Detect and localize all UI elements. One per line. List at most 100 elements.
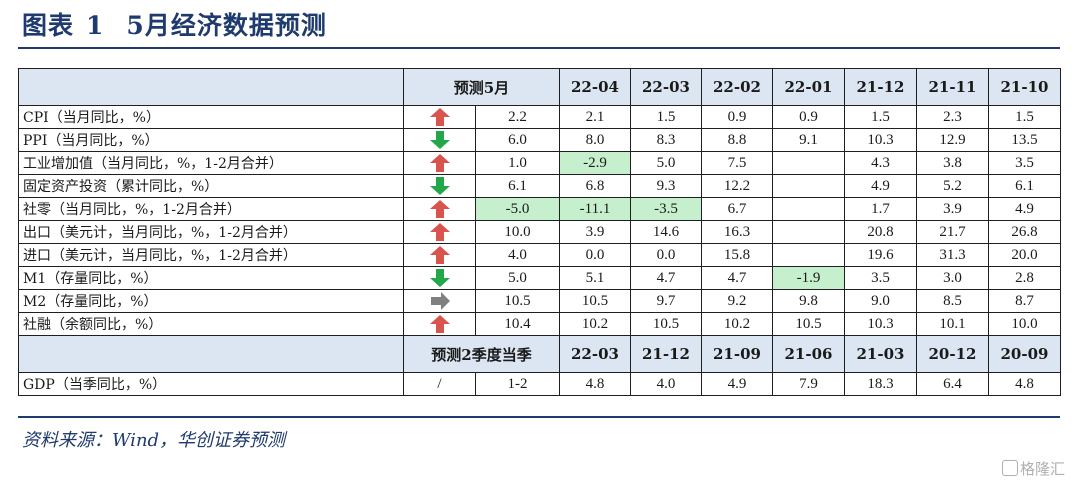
value-cell: 10.3 xyxy=(844,312,917,336)
forecast-table: 预测5月 22-04 22-03 22-02 22-01 21-12 21-11 21-10 C… xyxy=(18,68,1061,396)
arrow-up-icon xyxy=(429,154,450,172)
value-cell: 10.2 xyxy=(559,312,631,336)
arrow-up-icon xyxy=(429,246,450,264)
header-cell: 22-02 xyxy=(701,68,773,106)
arrow-cell xyxy=(403,312,476,336)
value-cell: 10.1 xyxy=(916,312,989,336)
value-cell: 12.9 xyxy=(916,128,989,152)
value-cell: 1.5 xyxy=(988,105,1061,129)
value-cell: 16.3 xyxy=(701,220,773,244)
value-cell: 9.3 xyxy=(630,174,702,198)
header-cell: 20-12 xyxy=(916,335,989,373)
arrow-cell: / xyxy=(403,372,476,396)
forecast-cell: 10.0 xyxy=(475,220,560,244)
value-cell: 4.7 xyxy=(630,266,702,290)
value-cell: 2.3 xyxy=(916,105,989,129)
value-cell: 5.0 xyxy=(630,151,702,175)
arrow-cell xyxy=(403,243,476,267)
table-header-row: 预测5月 22-04 22-03 22-02 22-01 21-12 21-11 21-10 xyxy=(18,68,1061,106)
table-row: 工业增加值（当月同比，%，1-2月合并） 1.0 -2.9 5.0 7.5 4.3 3.8 3… xyxy=(18,151,1061,175)
header-cell: 21-06 xyxy=(772,335,845,373)
value-cell: 6.4 xyxy=(916,372,989,396)
value-cell: 26.8 xyxy=(988,220,1061,244)
header-cell: 预测2季度当季 xyxy=(403,335,560,373)
table-row: M2（存量同比，%） 10.5 10.5 9.7 9.2 9.8 9.0 8.5 8.7 xyxy=(18,289,1061,313)
value-cell: 3.0 xyxy=(916,266,989,290)
value-cell: 6.1 xyxy=(988,174,1061,198)
row-label: M2（存量同比，%） xyxy=(18,289,404,313)
value-cell: 1.5 xyxy=(630,105,702,129)
value-cell: 6.8 xyxy=(559,174,631,198)
header-cell: 22-01 xyxy=(772,68,845,106)
value-cell: 8.0 xyxy=(559,128,631,152)
arrow-up-icon xyxy=(429,223,450,241)
value-cell: 0.0 xyxy=(559,243,631,267)
value-cell xyxy=(772,243,845,267)
value-cell: 8.7 xyxy=(988,289,1061,313)
value-cell xyxy=(772,151,845,175)
table-header-row: 预测2季度当季 22-03 21-12 21-09 21-06 21-03 20-12 20-… xyxy=(18,335,1061,373)
value-cell: 15.8 xyxy=(701,243,773,267)
table-row: PPI（当月同比，%） 6.0 8.0 8.3 8.8 9.1 10.3 12.9 13.5 xyxy=(18,128,1061,152)
value-cell: 20.8 xyxy=(844,220,917,244)
arrow-cell xyxy=(403,289,476,313)
table-row-gdp: GDP（当季同比，%）/1-2 4.8 4.0 4.9 7.9 18.3 6.4 4.8 xyxy=(18,372,1061,396)
value-cell: 14.6 xyxy=(630,220,702,244)
forecast-cell: 4.0 xyxy=(475,243,560,267)
row-label: GDP（当季同比，%） xyxy=(18,372,404,396)
value-cell: 3.5 xyxy=(988,151,1061,175)
arrow-cell xyxy=(403,220,476,244)
value-cell: 1.5 xyxy=(844,105,917,129)
value-cell: 4.8 xyxy=(559,372,631,396)
arrow-cell xyxy=(403,197,476,221)
value-cell: 10.3 xyxy=(844,128,917,152)
figure-caption: 5月经济数据预测 xyxy=(126,11,327,40)
header-cell: 22-03 xyxy=(630,68,702,106)
value-cell: -3.5 xyxy=(630,197,702,221)
source-note: 资料来源：Wind，华创证券预测 xyxy=(22,430,286,451)
watermark-text: 格隆汇 xyxy=(1020,460,1066,478)
value-cell: 0.9 xyxy=(701,105,773,129)
value-cell: 19.6 xyxy=(844,243,917,267)
value-cell: 2.8 xyxy=(988,266,1061,290)
value-cell: 4.0 xyxy=(630,372,702,396)
arrow-cell xyxy=(403,105,476,129)
value-cell: 4.7 xyxy=(701,266,773,290)
value-cell: 3.9 xyxy=(916,197,989,221)
value-cell: -11.1 xyxy=(559,197,631,221)
value-cell: -2.9 xyxy=(559,151,631,175)
forecast-cell: 10.5 xyxy=(475,289,560,313)
header-cell: 22-03 xyxy=(559,335,631,373)
table-row: 出口（美元计，当月同比，%，1-2月合并） 10.0 3.9 14.6 16.3 20.8… xyxy=(18,220,1061,244)
forecast-cell: 1.0 xyxy=(475,151,560,175)
value-cell: 3.5 xyxy=(844,266,917,290)
value-cell: 0.9 xyxy=(772,105,845,129)
value-cell xyxy=(772,220,845,244)
arrow-up-icon xyxy=(429,200,450,218)
forecast-cell: 2.2 xyxy=(475,105,560,129)
header-cell: 21-12 xyxy=(844,68,917,106)
value-cell: 1.7 xyxy=(844,197,917,221)
value-cell: 3.9 xyxy=(559,220,631,244)
table-row: 进口（美元计，当月同比，%，1-2月合并） 4.0 0.0 0.0 15.8 19.6 31… xyxy=(18,243,1061,267)
header-cell: 21-10 xyxy=(988,68,1061,106)
forecast-cell: 1-2 xyxy=(475,372,560,396)
forecast-cell: 6.0 xyxy=(475,128,560,152)
table-row: 社融（余额同比，%） 10.4 10.2 10.5 10.2 10.5 10.3 10.1 10… xyxy=(18,312,1061,336)
value-cell: 21.7 xyxy=(916,220,989,244)
table-row: 固定资产投资（累计同比，%） 6.1 6.8 9.3 12.2 4.9 5.2 6.1 xyxy=(18,174,1061,198)
value-cell: 10.5 xyxy=(630,312,702,336)
row-label: 进口（美元计，当月同比，%，1-2月合并） xyxy=(18,243,404,267)
arrow-right-icon xyxy=(430,292,450,310)
value-cell: 10.2 xyxy=(701,312,773,336)
value-cell: 31.3 xyxy=(916,243,989,267)
value-cell: 18.3 xyxy=(844,372,917,396)
value-cell xyxy=(772,174,845,198)
figure-title: 图表 1 5月经济数据预测 xyxy=(22,8,327,44)
value-cell: 9.1 xyxy=(772,128,845,152)
value-cell: 4.9 xyxy=(844,174,917,198)
header-cell: 21-03 xyxy=(844,335,917,373)
bottom-rule xyxy=(18,416,1060,418)
header-blank-cell xyxy=(18,68,404,106)
arrow-cell xyxy=(403,151,476,175)
